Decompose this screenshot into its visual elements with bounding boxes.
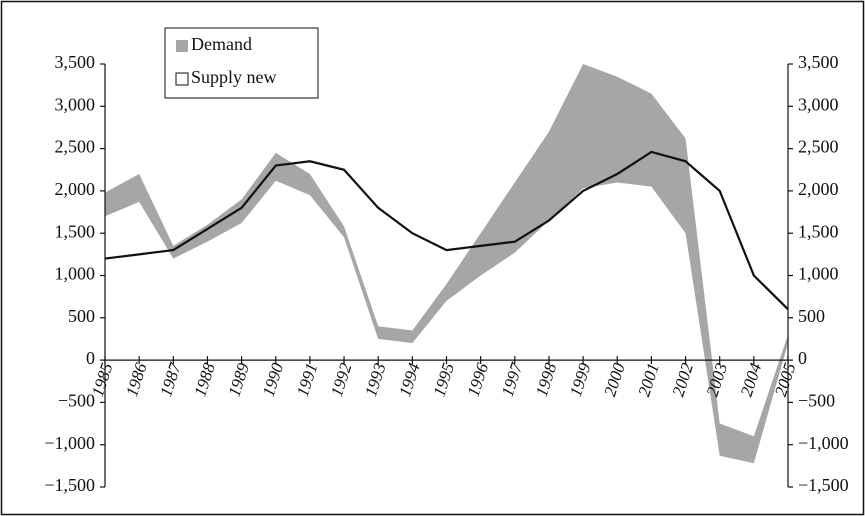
x-tick-label: 1998 <box>532 360 561 399</box>
y2-tick-label: −500 <box>798 391 835 411</box>
x-tick-label: 1994 <box>395 360 424 399</box>
y2-tick-label: 3,000 <box>798 94 839 114</box>
x-tick-label: 1999 <box>566 360 595 399</box>
y2-tick-label: 3,500 <box>798 52 839 72</box>
legend-swatch <box>175 72 189 86</box>
y-tick-label: 2,000 <box>55 179 96 199</box>
y-tick-label: 3,500 <box>55 52 96 72</box>
x-tick-label: 2002 <box>668 360 697 399</box>
x-tick-label: 1988 <box>190 360 219 399</box>
y2-tick-label: 500 <box>798 306 825 326</box>
y-tick-label: 2,500 <box>55 137 96 157</box>
x-tick-label: 1987 <box>156 359 185 399</box>
x-tick-label: 2005 <box>771 361 800 399</box>
x-tick-label: 1992 <box>327 360 356 399</box>
x-tick-label: 1991 <box>293 361 322 399</box>
x-tick-label: 2000 <box>600 360 629 399</box>
legend-swatch <box>176 40 188 52</box>
x-tick-label: 1995 <box>429 361 458 399</box>
y2-tick-label: −1,000 <box>798 433 849 453</box>
x-tick-label: 1993 <box>361 361 390 399</box>
y-tick-label: −500 <box>58 391 95 411</box>
y-tick-label: 3,000 <box>55 94 96 114</box>
x-tick-label: 2001 <box>634 361 663 399</box>
y-tick-label: −1,000 <box>44 433 95 453</box>
x-tick-label: 1996 <box>464 360 493 399</box>
y-tick-label: 500 <box>68 306 95 326</box>
y-tick-label: 1,000 <box>55 264 96 284</box>
legend-label: Supply new <box>191 67 277 87</box>
y-tick-label: −1,500 <box>44 475 95 495</box>
y2-tick-label: −1,500 <box>798 475 849 495</box>
x-tick-label: 2004 <box>737 360 766 399</box>
y2-tick-label: 1,000 <box>798 264 839 284</box>
supply-line <box>104 150 789 311</box>
legend-box <box>164 27 319 99</box>
y2-tick-label: 2,500 <box>798 137 839 157</box>
y2-tick-label: 1,500 <box>798 221 839 241</box>
y2-tick-label: 2,000 <box>798 179 839 199</box>
x-tick-label: 1989 <box>225 360 254 399</box>
y-tick-label: 0 <box>86 348 95 368</box>
y2-tick-label: 0 <box>798 348 807 368</box>
demand-band <box>105 64 788 464</box>
y-tick-label: 1,500 <box>55 221 96 241</box>
x-tick-label: 1986 <box>122 360 151 399</box>
x-tick-label: 1997 <box>498 359 527 399</box>
legend-label: Demand <box>191 34 252 54</box>
x-tick-label: 1990 <box>259 360 288 399</box>
